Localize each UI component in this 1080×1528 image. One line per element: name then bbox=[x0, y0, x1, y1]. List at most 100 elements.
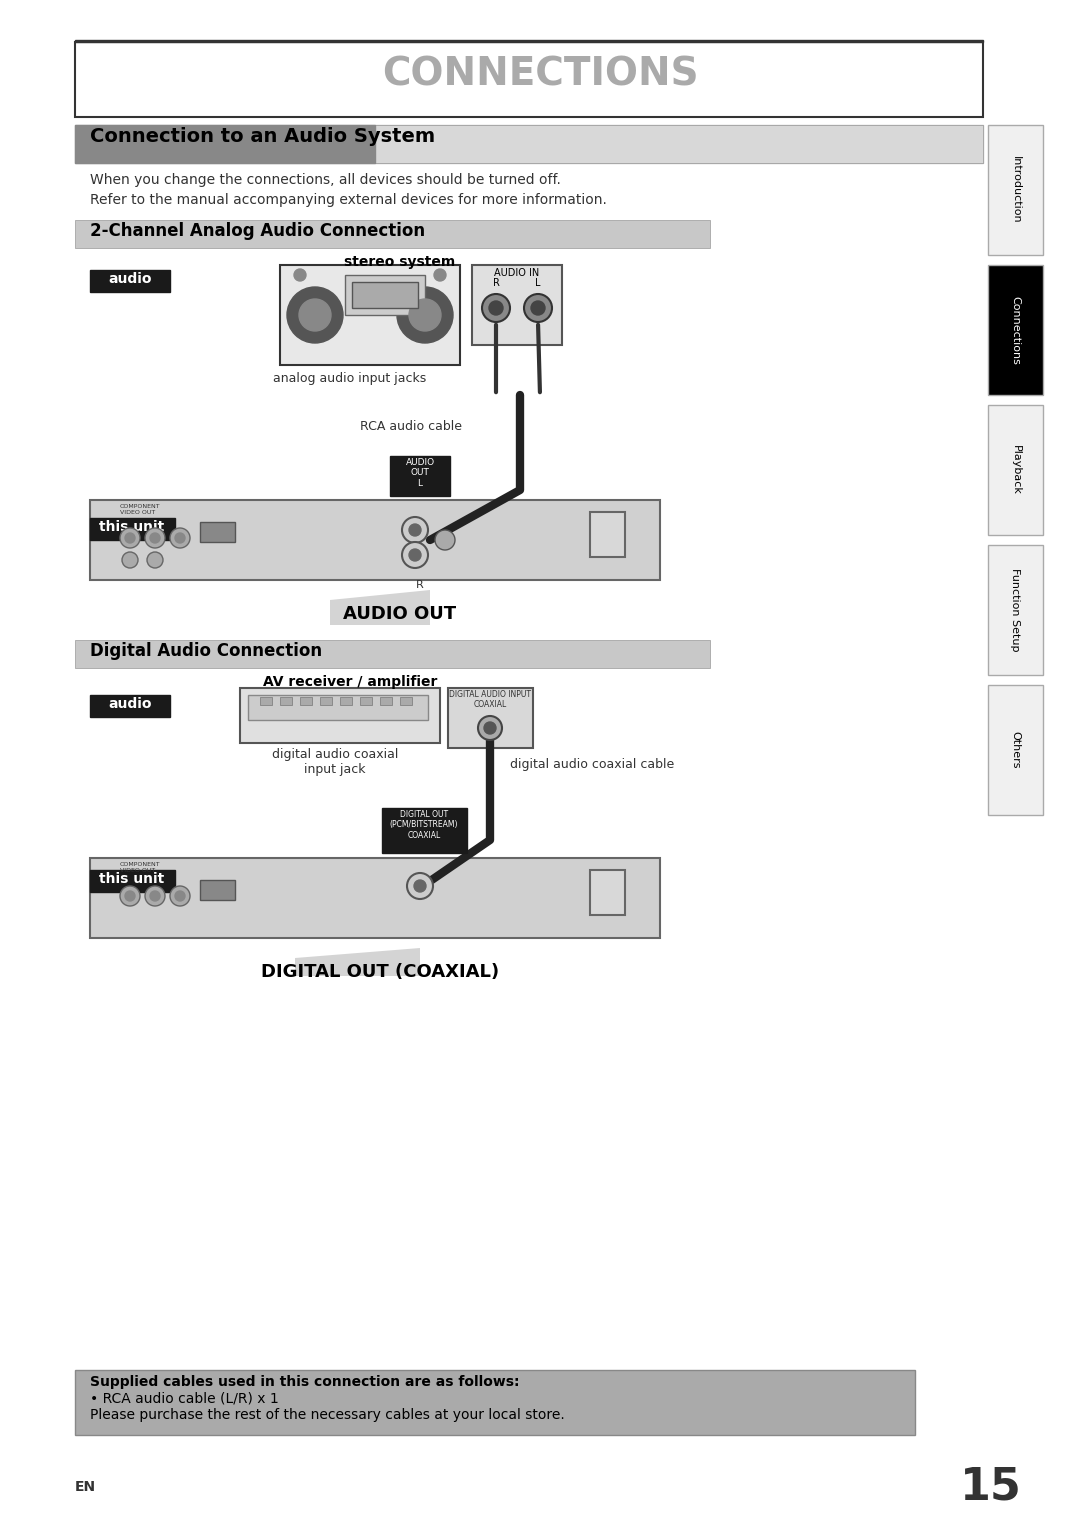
Bar bbox=[75, 125, 375, 163]
Text: Playback: Playback bbox=[1011, 445, 1021, 495]
Bar bbox=[90, 500, 660, 581]
Circle shape bbox=[170, 886, 190, 906]
Bar bbox=[260, 697, 272, 704]
Circle shape bbox=[120, 886, 140, 906]
Text: R: R bbox=[416, 581, 423, 590]
Circle shape bbox=[409, 549, 421, 561]
Bar bbox=[360, 697, 372, 704]
Bar bbox=[90, 859, 660, 938]
Text: EN: EN bbox=[75, 1481, 96, 1494]
Bar bbox=[280, 697, 292, 704]
Circle shape bbox=[489, 301, 503, 315]
Bar bbox=[75, 220, 710, 248]
Text: DIGITAL AUDIO INPUT
COAXIAL: DIGITAL AUDIO INPUT COAXIAL bbox=[449, 691, 531, 709]
Circle shape bbox=[175, 533, 185, 542]
Text: 15: 15 bbox=[960, 1465, 1022, 1508]
Circle shape bbox=[407, 872, 433, 898]
Bar bbox=[320, 697, 332, 704]
Circle shape bbox=[299, 299, 330, 332]
Circle shape bbox=[482, 293, 510, 322]
Polygon shape bbox=[295, 947, 420, 976]
Circle shape bbox=[145, 529, 165, 549]
Bar bbox=[248, 695, 428, 720]
Text: DIGITAL OUT (COAXIAL): DIGITAL OUT (COAXIAL) bbox=[261, 963, 499, 981]
Bar bbox=[590, 512, 625, 558]
Bar bbox=[75, 125, 983, 163]
Bar bbox=[988, 125, 1043, 255]
Text: R: R bbox=[492, 278, 499, 287]
Bar bbox=[988, 405, 1043, 535]
Text: COMPONENT
VIDEO OUT: COMPONENT VIDEO OUT bbox=[120, 862, 161, 872]
Circle shape bbox=[125, 891, 135, 902]
Circle shape bbox=[150, 533, 160, 542]
Text: audio: audio bbox=[108, 272, 152, 286]
Circle shape bbox=[120, 529, 140, 549]
Bar bbox=[472, 264, 562, 345]
Text: AV receiver / amplifier: AV receiver / amplifier bbox=[262, 675, 437, 689]
Text: AUDIO IN: AUDIO IN bbox=[495, 267, 540, 278]
Text: audio: audio bbox=[108, 697, 152, 711]
Bar bbox=[240, 688, 440, 743]
Circle shape bbox=[170, 529, 190, 549]
Text: stereo system: stereo system bbox=[345, 255, 456, 269]
Text: AUDIO
OUT
L: AUDIO OUT L bbox=[405, 458, 434, 487]
Text: Function Setup: Function Setup bbox=[1011, 568, 1021, 652]
Bar bbox=[988, 545, 1043, 675]
Bar bbox=[280, 264, 460, 365]
Text: Refer to the manual accompanying external devices for more information.: Refer to the manual accompanying externa… bbox=[90, 193, 607, 206]
Circle shape bbox=[122, 552, 138, 568]
Text: Connection to an Audio System: Connection to an Audio System bbox=[90, 127, 435, 147]
Bar bbox=[382, 808, 467, 853]
Text: L: L bbox=[536, 278, 541, 287]
Text: Please purchase the rest of the necessary cables at your local store.: Please purchase the rest of the necessar… bbox=[90, 1407, 565, 1423]
Circle shape bbox=[402, 542, 428, 568]
Text: digital audio coaxial cable: digital audio coaxial cable bbox=[510, 758, 674, 772]
Polygon shape bbox=[330, 590, 430, 625]
Bar bbox=[380, 697, 392, 704]
Text: AUDIO OUT: AUDIO OUT bbox=[343, 605, 457, 623]
Circle shape bbox=[409, 299, 441, 332]
Circle shape bbox=[478, 717, 502, 740]
Text: this unit: this unit bbox=[99, 520, 164, 533]
Bar bbox=[988, 264, 1043, 396]
Circle shape bbox=[287, 287, 343, 342]
Bar bbox=[75, 1371, 915, 1435]
Text: CONNECTIONS: CONNECTIONS bbox=[381, 55, 699, 93]
Circle shape bbox=[531, 301, 545, 315]
Circle shape bbox=[434, 269, 446, 281]
Bar bbox=[75, 40, 983, 41]
Circle shape bbox=[484, 723, 496, 733]
Text: Connections: Connections bbox=[1011, 295, 1021, 365]
Circle shape bbox=[175, 891, 185, 902]
Text: Digital Audio Connection: Digital Audio Connection bbox=[90, 642, 322, 660]
Circle shape bbox=[150, 891, 160, 902]
Circle shape bbox=[524, 293, 552, 322]
Circle shape bbox=[147, 552, 163, 568]
Bar bbox=[75, 125, 983, 163]
Text: RCA audio cable: RCA audio cable bbox=[360, 420, 462, 432]
Bar bbox=[200, 523, 235, 542]
Bar bbox=[590, 869, 625, 915]
Bar bbox=[200, 880, 235, 900]
Circle shape bbox=[125, 533, 135, 542]
Text: DIGITAL OUT
(PCM/BITSTREAM)
COAXIAL: DIGITAL OUT (PCM/BITSTREAM) COAXIAL bbox=[390, 810, 458, 840]
Bar bbox=[988, 685, 1043, 814]
Circle shape bbox=[409, 524, 421, 536]
Bar bbox=[300, 697, 312, 704]
Circle shape bbox=[294, 269, 306, 281]
Bar bbox=[90, 518, 175, 539]
Circle shape bbox=[397, 287, 453, 342]
Bar bbox=[90, 869, 175, 892]
Text: Others: Others bbox=[1011, 732, 1021, 769]
Bar bbox=[352, 283, 418, 309]
Bar bbox=[390, 455, 450, 497]
Bar bbox=[448, 688, 534, 749]
Text: COMPONENT
VIDEO OUT: COMPONENT VIDEO OUT bbox=[120, 504, 161, 515]
Text: analog audio input jacks: analog audio input jacks bbox=[273, 371, 427, 385]
Text: • RCA audio cable (L/R) x 1: • RCA audio cable (L/R) x 1 bbox=[90, 1392, 279, 1406]
Circle shape bbox=[402, 516, 428, 542]
Circle shape bbox=[145, 886, 165, 906]
Bar bbox=[90, 695, 170, 717]
Circle shape bbox=[414, 880, 426, 892]
Bar bbox=[400, 697, 411, 704]
